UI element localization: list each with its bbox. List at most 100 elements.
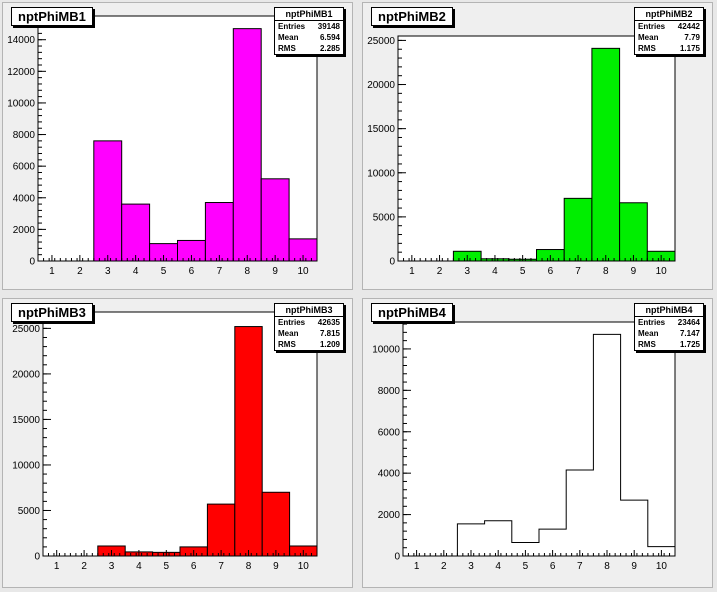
histogram-bar — [261, 491, 291, 557]
histogram-bar — [232, 28, 262, 262]
stats-rms: 1.725 — [679, 340, 700, 349]
histogram-plot-1: 1 2 3 4 5 6 7 8 9 10 0 2000 4000 6000 8000 10000 12000 14… — [7, 15, 318, 277]
y-tick-label: 10000 — [367, 168, 395, 179]
stats-mean-row: Mean 7.147 — [638, 329, 700, 338]
histogram-pad-4: 1 2 3 4 5 6 7 8 9 10 0 2000 4000 6000 8000 10000 nptPhi… — [362, 298, 713, 588]
x-tick-label: 6 — [189, 266, 195, 277]
x-tick-label: 7 — [218, 561, 224, 572]
y-tick-label: 8000 — [378, 386, 401, 397]
x-tick-label: 4 — [495, 561, 501, 572]
x-tick-label: 1 — [414, 561, 420, 572]
x-tick-label: 4 — [133, 266, 139, 277]
x-tick-label: 1 — [49, 266, 55, 277]
x-tick-label: 2 — [441, 561, 447, 572]
stats-mean-row: Mean 6.594 — [278, 33, 340, 42]
histogram-bar — [234, 326, 263, 557]
y-tick-label: 2000 — [13, 225, 36, 236]
x-tick-label: 7 — [575, 266, 581, 277]
histogram-title: nptPhiMB2 — [371, 7, 453, 26]
y-tick-label: 5000 — [373, 212, 396, 223]
x-tick-label: 2 — [437, 266, 443, 277]
x-tick-label: 2 — [81, 561, 87, 572]
x-tick-label: 6 — [191, 561, 197, 572]
x-tick-label: 7 — [217, 266, 223, 277]
y-tick-label: 10000 — [372, 344, 400, 355]
x-tick-label: 1 — [409, 266, 415, 277]
stats-entries-row: Entries 23464 — [638, 318, 700, 327]
y-tick-label: 14000 — [7, 35, 35, 46]
y-tick-label: 10000 — [12, 460, 40, 471]
stats-entries: 42442 — [677, 22, 700, 31]
x-tick-label: 10 — [656, 561, 668, 572]
histogram-title: nptPhiMB3 — [11, 303, 93, 322]
x-tick-label: 10 — [656, 266, 668, 277]
stats-mean-row: Mean 7.815 — [278, 329, 340, 338]
y-tick-label: 5000 — [18, 506, 41, 517]
y-tick-label: 0 — [389, 257, 395, 268]
stats-rms-row: RMS 1.209 — [278, 340, 340, 349]
x-tick-label: 8 — [603, 266, 609, 277]
x-tick-label: 9 — [272, 266, 278, 277]
y-tick-label: 25000 — [12, 324, 40, 335]
y-tick-label: 6000 — [13, 162, 36, 173]
histogram-title: nptPhiMB4 — [371, 303, 453, 322]
stats-rms-row: RMS 2.285 — [278, 44, 340, 53]
stats-name: nptPhiMB4 — [635, 304, 703, 317]
stats-entries: 23464 — [677, 318, 700, 327]
y-tick-label: 2000 — [378, 510, 401, 521]
x-tick-label: 4 — [492, 266, 498, 277]
x-tick-label: 5 — [520, 266, 526, 277]
x-tick-label: 9 — [273, 561, 279, 572]
x-tick-label: 8 — [604, 561, 610, 572]
y-tick-label: 8000 — [13, 130, 36, 141]
histogram-bar — [204, 202, 234, 262]
stats-box: nptPhiMB3 Entries 42635 Mean 7.815 RMS 1.20… — [274, 303, 344, 351]
y-tick-label: 12000 — [7, 67, 35, 78]
y-tick-label: 15000 — [12, 415, 40, 426]
x-tick-label: 9 — [631, 266, 637, 277]
y-tick-label: 4000 — [13, 193, 36, 204]
stats-entries-row: Entries 42635 — [278, 318, 340, 327]
stats-entries: 39148 — [317, 22, 340, 31]
histogram-outline — [456, 333, 676, 556]
stats-name: nptPhiMB2 — [635, 8, 703, 21]
x-tick-label: 6 — [548, 266, 554, 277]
stats-mean: 7.79 — [684, 33, 700, 42]
histogram-plot-2: 1 2 3 4 5 6 7 8 9 10 0 5000 10000 15000 20000 25000 — [367, 35, 676, 277]
y-tick-label: 0 — [394, 552, 400, 563]
x-tick-label: 5 — [161, 266, 167, 277]
stats-entries: 42635 — [317, 318, 340, 327]
y-tick-label: 0 — [29, 257, 35, 268]
histogram-bar — [260, 178, 290, 262]
histogram-bar — [206, 503, 236, 557]
plot-frame — [402, 321, 676, 557]
stats-box: nptPhiMB2 Entries 42442 Mean 7.79 RMS 1.175 — [634, 7, 704, 55]
histogram-pad-2: 1 2 3 4 5 6 7 8 9 10 0 5000 10000 15000 20000 25000 npt… — [362, 2, 713, 290]
stats-entries-row: Entries 39148 — [278, 22, 340, 31]
histogram-plot-3: 1 2 3 4 5 6 7 8 9 10 0 5000 10000 15000 20000 25000 — [12, 311, 318, 572]
y-tick-label: 25000 — [367, 36, 395, 47]
x-tick-label: 3 — [105, 266, 111, 277]
histogram-plot-4: 1 2 3 4 5 6 7 8 9 10 0 2000 4000 6000 8000 10000 — [372, 321, 676, 572]
stats-mean-row: Mean 7.79 — [638, 33, 700, 42]
histogram-bar — [591, 47, 621, 262]
stats-box: nptPhiMB1 Entries 39148 Mean 6.594 RMS 2.28… — [274, 7, 344, 55]
x-tick-label: 10 — [297, 266, 309, 277]
x-tick-label: 4 — [136, 561, 142, 572]
histogram-bar — [93, 140, 123, 262]
y-tick-label: 0 — [34, 552, 40, 563]
stats-rms: 1.209 — [319, 340, 340, 349]
y-tick-label: 20000 — [367, 80, 395, 91]
histogram-pad-1: 1 2 3 4 5 6 7 8 9 10 0 2000 4000 6000 8000 10000 12000 14… — [2, 2, 353, 290]
stats-name: nptPhiMB3 — [275, 304, 343, 317]
y-tick-label: 4000 — [378, 469, 401, 480]
x-tick-label: 3 — [468, 561, 474, 572]
stats-mean: 6.594 — [319, 33, 340, 42]
histogram-pad-3: 1 2 3 4 5 6 7 8 9 10 0 5000 10000 15000 20000 25000 npt… — [2, 298, 353, 588]
stats-entries-row: Entries 42442 — [638, 22, 700, 31]
stats-box: nptPhiMB4 Entries 23464 Mean 7.147 RMS 1.72… — [634, 303, 704, 351]
stats-rms: 1.175 — [679, 44, 700, 53]
stats-rms: 2.285 — [319, 44, 340, 53]
x-tick-label: 5 — [523, 561, 529, 572]
histogram-title: nptPhiMB1 — [11, 7, 93, 26]
